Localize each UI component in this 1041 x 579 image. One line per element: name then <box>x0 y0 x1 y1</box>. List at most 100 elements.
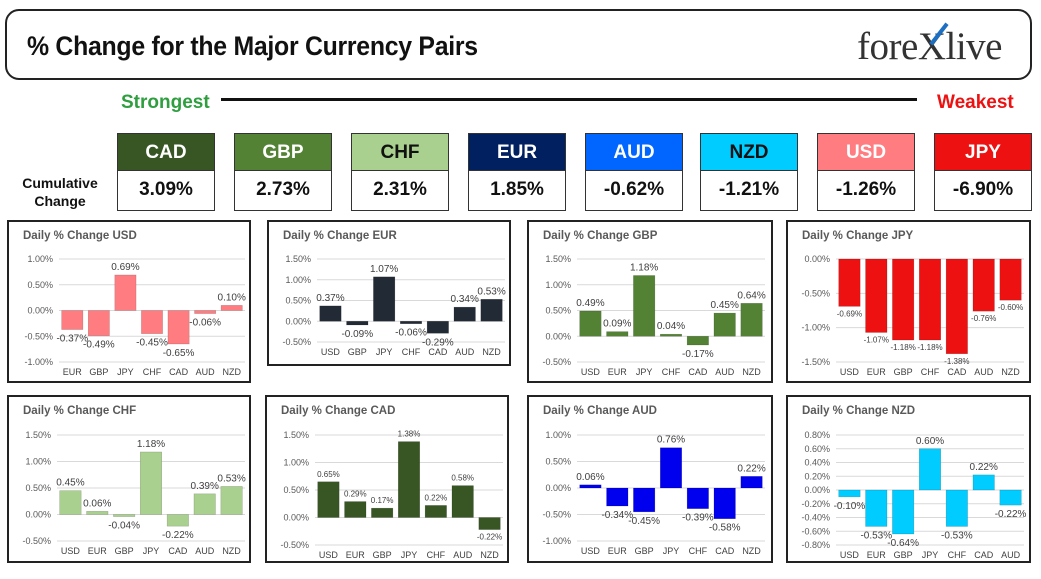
x-tick-label: GBP <box>115 546 134 556</box>
x-tick-label: CAD <box>428 347 448 357</box>
chart-title: Daily % Change NZD <box>802 405 915 417</box>
bar <box>838 258 861 307</box>
chart-title: Daily % Change GBP <box>543 230 658 242</box>
bar <box>972 258 995 312</box>
bar <box>579 484 602 489</box>
data-label: 0.60% <box>916 436 944 447</box>
data-label: -0.69% <box>837 309 862 318</box>
data-label: -1.38% <box>944 357 969 366</box>
y-tick-label: 0.80% <box>804 430 830 440</box>
page-title: % Change for the Major Currency Pairs <box>27 31 478 61</box>
bar <box>400 321 422 324</box>
chart-panel-3: Daily % Change GBP 1.50% 1.00% 0.50% 0.00% -0… <box>527 220 773 383</box>
cumulative-value: -1.21% <box>718 179 780 200</box>
x-tick-label: CAD <box>688 367 708 377</box>
x-tick-label: EUR <box>608 367 628 377</box>
cumulative-value: 2.73% <box>256 179 310 200</box>
bar <box>319 305 342 322</box>
bar <box>480 299 503 322</box>
bar <box>892 489 915 535</box>
x-tick-label: NZD <box>222 546 241 556</box>
cumulative-value: 1.85% <box>490 179 544 200</box>
x-tick-label: AUD <box>1001 550 1021 560</box>
cumulative-card-usd: USD -1.26% <box>817 133 915 211</box>
x-tick-label: GBP <box>89 367 108 377</box>
logo-text-right: live <box>945 25 1003 68</box>
chart-title: Daily % Change JPY <box>802 230 914 242</box>
cumulative-card-nzd: NZD -1.21% <box>700 133 798 211</box>
y-tick-label: -0.40% <box>801 513 830 523</box>
x-tick-label: JPY <box>663 546 680 556</box>
cumulative-currency: NZD <box>701 134 797 171</box>
bar <box>140 451 162 515</box>
bar <box>865 258 888 333</box>
data-label: -1.18% <box>890 343 915 352</box>
strength-scale-line <box>221 98 917 101</box>
title-banner: % Change for the Major Currency Pairs fo… <box>5 9 1032 80</box>
data-label: -0.64% <box>887 538 919 549</box>
data-label: 0.22% <box>737 463 765 474</box>
data-label: -0.22% <box>477 533 502 542</box>
data-label: 1.18% <box>630 262 658 273</box>
x-tick-label: CHF <box>427 550 446 560</box>
data-label: 1.38% <box>398 430 421 439</box>
y-tick-label: 0.40% <box>804 458 830 468</box>
x-tick-label: CHF <box>402 347 421 357</box>
data-label: 0.04% <box>657 321 685 332</box>
chart-title: Daily % Change CHF <box>23 405 136 417</box>
y-tick-label: -0.60% <box>801 526 830 536</box>
x-tick-label: EUR <box>867 367 887 377</box>
data-label: -0.76% <box>971 314 996 323</box>
y-tick-label: 1.50% <box>25 430 51 440</box>
bar <box>193 493 216 515</box>
bar <box>114 274 137 311</box>
bar <box>86 511 109 515</box>
bar <box>633 487 656 513</box>
forexlive-logo: foreX live <box>857 22 1003 69</box>
cumulative-currency: GBP <box>235 134 331 171</box>
bar <box>713 312 736 337</box>
cumulative-value: 3.09% <box>139 179 193 200</box>
bar <box>606 487 629 507</box>
bar <box>660 333 682 337</box>
chart-panel-5: Daily % Change CHF 1.50% 1.00% 0.50% 0.00% -0… <box>7 395 251 563</box>
y-tick-label: 0.50% <box>545 457 571 467</box>
chart-panel-7: Daily % Change AUD 1.00% 0.50% 0.00% -0.50% -… <box>527 395 773 563</box>
data-label: 0.17% <box>371 496 394 505</box>
data-label: -0.22% <box>162 530 194 541</box>
x-tick-label: USD <box>581 367 601 377</box>
cumulative-card-aud: AUD -0.62% <box>585 133 683 211</box>
logo-text-left: fore <box>857 25 918 68</box>
chart-panel-4: Daily % Change JPY 0.00% -0.50% -1.00% -1.50… <box>786 220 1031 383</box>
x-tick-label: CHF <box>921 367 940 377</box>
data-label: 0.53% <box>477 286 505 297</box>
x-tick-label: USD <box>321 347 341 357</box>
x-tick-label: JPY <box>922 550 939 560</box>
bar <box>344 501 367 518</box>
y-tick-label: -0.50% <box>22 536 51 546</box>
y-tick-label: -0.50% <box>280 540 309 550</box>
bar <box>999 489 1022 506</box>
y-tick-label: -0.50% <box>801 288 830 298</box>
data-label: 0.22% <box>425 493 448 502</box>
y-tick-label: 0.00% <box>27 306 53 316</box>
y-tick-label: 1.00% <box>283 458 309 468</box>
chart-panel-8: Daily % Change NZD 0.80% 0.60% 0.40% 0.20% 0.… <box>786 395 1031 563</box>
data-label: -0.17% <box>682 349 714 360</box>
y-tick-label: 0.00% <box>285 316 311 326</box>
bar-chart: Daily % Change GBP 1.50% 1.00% 0.50% 0.00% -0… <box>542 230 765 377</box>
x-tick-label: AUD <box>455 347 475 357</box>
y-tick-label: 0.50% <box>545 306 571 316</box>
bar <box>426 321 449 334</box>
x-tick-label: NZD <box>742 546 761 556</box>
x-tick-label: JPY <box>636 367 653 377</box>
y-tick-label: 0.60% <box>804 444 830 454</box>
y-tick-label: -0.20% <box>801 499 830 509</box>
bar <box>371 507 394 518</box>
bar <box>740 303 763 337</box>
data-label: -1.07% <box>864 335 889 344</box>
data-label: -0.06% <box>189 318 221 329</box>
cumulative-change-label: Cumulative Change <box>20 174 100 210</box>
bar <box>346 321 369 326</box>
data-label: 0.10% <box>218 292 246 303</box>
